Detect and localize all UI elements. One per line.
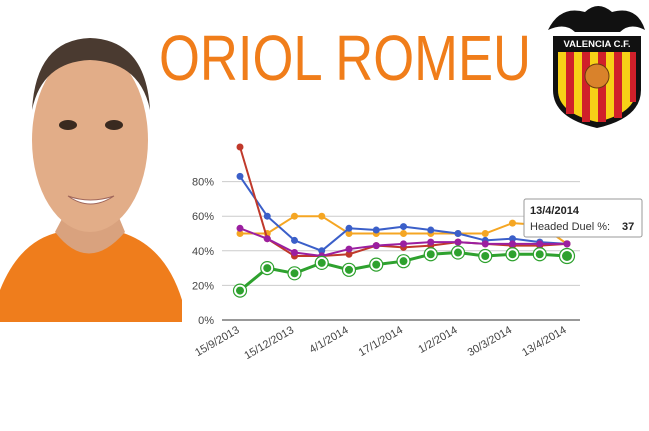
point [236,143,244,151]
tooltip-title: 13/4/2014 [530,205,580,217]
point [263,235,271,243]
point-ring [558,247,576,265]
point [563,240,571,248]
point [400,240,407,248]
point [536,240,544,248]
y-tick-label: 40% [192,246,214,258]
point [533,248,546,261]
point-ring [369,257,384,272]
point [397,255,410,268]
point [236,172,244,180]
tooltip-box [523,198,643,238]
y-tick-label: 80% [192,177,214,189]
tooltip-label: Headed Duel %: [530,221,610,233]
point-ring [505,247,520,262]
point-ring [478,248,493,264]
crest-text: VALENCIA C.F. [563,39,630,50]
point-ring [341,262,357,277]
y-tick-label: 0% [198,315,214,327]
point-ring [314,255,329,271]
point [372,226,380,234]
point-ring [287,266,302,281]
point [481,240,489,248]
point [236,224,244,232]
point [479,249,492,262]
point [427,238,435,246]
point [509,235,516,243]
point [481,230,489,237]
y-tick-label: 60% [192,211,214,223]
point [400,230,407,237]
point [560,248,574,263]
crest: VALENCIA C.F. [548,6,645,128]
point [234,284,246,297]
point-ring [260,261,275,276]
point-ring [450,245,466,260]
point [288,267,301,280]
point [343,263,355,276]
player-photo [0,38,182,322]
point-ring [396,254,411,269]
point [345,250,353,258]
point-ring [532,247,547,262]
point [427,226,435,234]
point [291,212,298,220]
point [236,230,244,237]
point [372,242,380,250]
point [454,238,462,246]
point [509,219,516,227]
title: ORIOL ROMEU [159,22,531,94]
point [509,240,516,248]
point [318,212,326,220]
point [424,248,437,261]
point [318,247,326,255]
point [345,224,353,232]
point [345,230,353,237]
point-ring [423,247,438,262]
point [454,230,462,237]
point [315,256,328,269]
point [291,249,298,257]
y-tick-label: 20% [192,280,214,292]
point [291,236,298,244]
point [370,258,383,271]
point-ring [232,283,248,298]
point [452,246,464,259]
point [400,223,407,231]
tooltip-value: 37 [622,221,634,233]
point [345,245,353,253]
point [261,262,274,275]
point [263,212,271,220]
point [506,248,519,261]
tooltip: 13/4/2014 Headed Duel %: 37 [523,198,643,238]
